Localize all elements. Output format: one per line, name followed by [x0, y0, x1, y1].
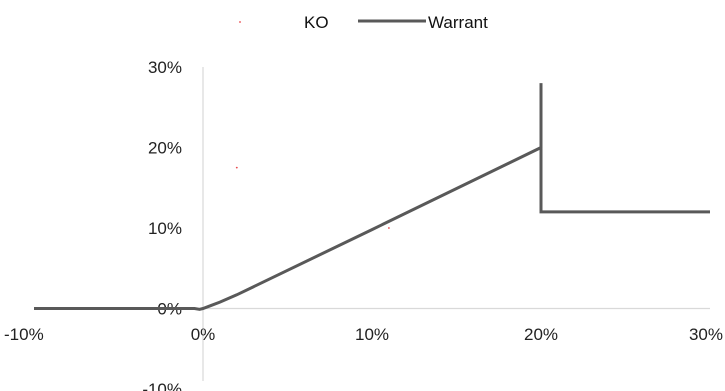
series-layer — [34, 83, 710, 311]
y-tick-label: 20% — [148, 139, 182, 158]
tick-labels: -10% 0% 10% 20% 30%-10%0%10%20%30% — [4, 58, 723, 391]
y-tick-label: -10% — [142, 380, 182, 391]
x-tick-label: 0% — [191, 325, 216, 344]
x-tick-label: -10% — [4, 325, 44, 344]
ko-point — [235, 166, 238, 169]
x-tick-label: 20% — [524, 325, 558, 344]
x-tick-label: 30% — [689, 325, 723, 344]
chart-legend: KO Warrant — [239, 13, 488, 32]
legend-ko-marker — [239, 21, 241, 23]
legend-entry-ko: KO — [304, 13, 329, 32]
legend-entry-warrant: Warrant — [428, 13, 488, 32]
x-tick-label: 10% — [355, 325, 389, 344]
warrant-series-line — [34, 83, 710, 311]
y-tick-label: 30% — [148, 58, 182, 77]
ko-point — [388, 227, 390, 229]
y-tick-label: 10% — [148, 219, 182, 238]
